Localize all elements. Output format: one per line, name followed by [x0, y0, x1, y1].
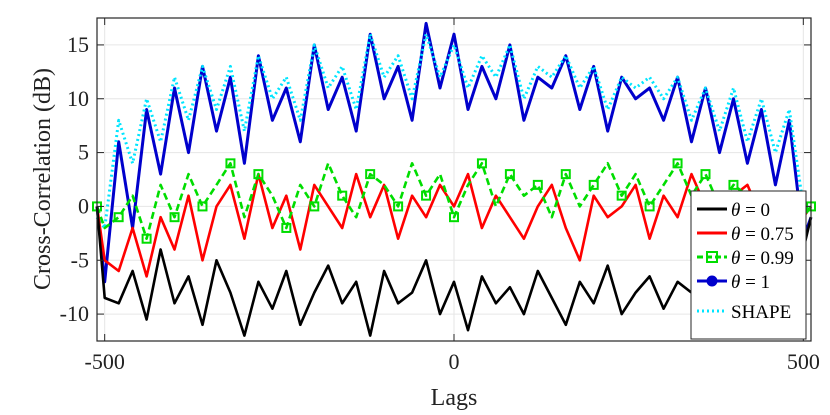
- legend-value: = 0.75: [740, 224, 793, 245]
- series-marker-2: [197, 201, 208, 212]
- series-marker-2: [113, 212, 124, 223]
- legend-theta-symbol: θ: [731, 224, 740, 245]
- series-marker-2: [728, 179, 739, 190]
- series-marker-2: [588, 179, 599, 190]
- x-axis-title: Lags: [431, 385, 478, 411]
- x-tick-label: 0: [449, 349, 460, 374]
- series-marker-2: [644, 201, 655, 212]
- series-line-2: [95, 162, 813, 240]
- legend-value: = 0.99: [740, 248, 793, 269]
- series-marker-2: [281, 222, 292, 233]
- series-marker-2: [141, 233, 152, 244]
- y-tick-label: 0: [78, 193, 89, 218]
- series-marker-2: [560, 169, 571, 180]
- series-line-4: [95, 32, 811, 230]
- y-axis-title: Cross-Correlation (dB): [30, 68, 56, 290]
- series-marker-2: [253, 169, 264, 180]
- series-marker-2: [393, 201, 404, 212]
- legend-label-3: θ = 1: [731, 272, 770, 293]
- x-ticks: -500 0 500: [85, 18, 820, 374]
- series-line-1: [95, 172, 813, 278]
- series-marker-2: [504, 169, 515, 180]
- legend-label-2: θ = 0.99: [731, 248, 794, 269]
- series-marker-2: [449, 212, 459, 223]
- legend-value: = 1: [740, 272, 770, 293]
- legend-marker-2: [706, 251, 718, 263]
- series-line-3: [95, 21, 813, 284]
- series-marker-2: [672, 158, 683, 169]
- series-marker-2: [476, 158, 487, 169]
- series-marker-2: [365, 169, 376, 180]
- legend-theta-symbol: θ: [731, 248, 740, 269]
- series-marker-2: [532, 179, 543, 190]
- legend-theta-symbol: θ: [731, 272, 740, 293]
- y-tick-label: 5: [78, 140, 89, 165]
- legend-label-1: θ = 0.75: [731, 224, 794, 245]
- series-marker-2: [309, 201, 320, 212]
- legend-value: = 0: [740, 200, 770, 221]
- y-ticks: -10 -5 0 5 10 15: [60, 32, 811, 326]
- legend-label-4: SHAPE: [731, 302, 791, 323]
- series-marker-2: [616, 190, 627, 201]
- legend-theta-symbol: θ: [731, 200, 740, 221]
- legend-label-0: θ = 0: [731, 200, 770, 221]
- legend-value: SHAPE: [731, 302, 791, 323]
- series-marker-2: [337, 190, 348, 201]
- y-tick-label: 15: [67, 32, 89, 57]
- x-tick-label: -500: [85, 349, 125, 374]
- series-marker-2: [700, 169, 711, 180]
- series-marker-2: [421, 190, 432, 201]
- legend-marker-3: [706, 275, 718, 287]
- y-tick-label: -5: [71, 247, 89, 272]
- y-tick-label: 10: [67, 86, 89, 111]
- x-tick-label: 500: [787, 349, 820, 374]
- legend-box: [690, 190, 807, 340]
- series-marker-2: [169, 212, 180, 223]
- series-marker-2: [225, 158, 236, 169]
- y-tick-label: -10: [60, 301, 89, 326]
